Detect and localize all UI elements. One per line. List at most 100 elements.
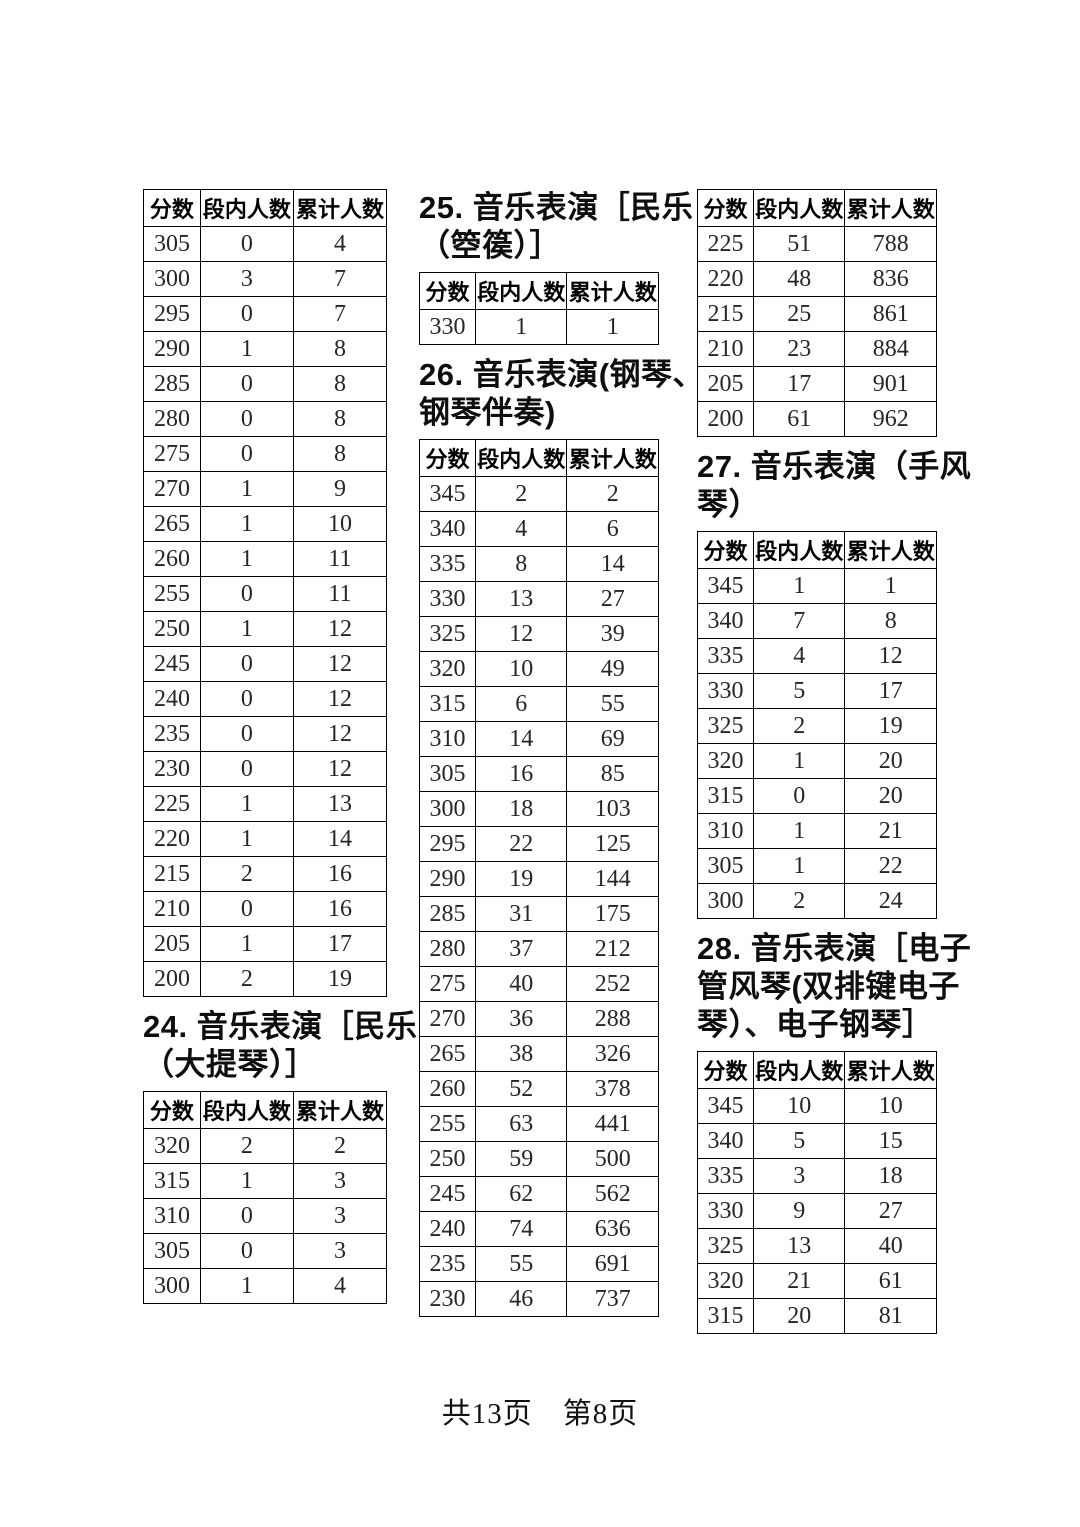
title-line: （箜篌）］ <box>419 228 561 263</box>
table-row: 330 13 27 <box>419 581 659 617</box>
table-row: 260 52 378 <box>419 1071 659 1107</box>
cell-score: 255 <box>143 576 201 612</box>
cell-cumulative-count: 4 <box>292 1268 388 1304</box>
cell-count-in-band: 23 <box>752 331 846 367</box>
cell-score: 310 <box>697 813 754 849</box>
cell-score: 230 <box>143 751 201 787</box>
cell-count-in-band: 7 <box>752 603 846 639</box>
cell-score: 250 <box>419 1141 476 1177</box>
cell-cumulative-count: 8 <box>292 436 388 472</box>
cell-cumulative-count: 252 <box>566 966 659 1002</box>
column-header: 分数 <box>419 439 476 477</box>
cell-cumulative-count: 3 <box>292 1233 388 1269</box>
cell-count-in-band: 2 <box>199 961 294 997</box>
cell-cumulative-count: 9 <box>292 471 388 507</box>
table-row: 280 37 212 <box>419 931 659 967</box>
cell-score: 270 <box>419 1001 476 1037</box>
cell-cumulative-count: 40 <box>844 1228 937 1264</box>
cell-score: 290 <box>143 331 201 367</box>
cell-score: 335 <box>419 546 476 582</box>
cell-count-in-band: 21 <box>752 1263 846 1299</box>
score-table-left-continued: 分数 段内人数 累计人数 305 0 4 300 3 7 295 0 7 290 1 8 285 0 8 280 0 8… <box>143 189 388 997</box>
cell-count-in-band: 2 <box>752 708 846 744</box>
cell-score: 320 <box>143 1128 201 1164</box>
table-row: 325 2 19 <box>697 708 937 744</box>
table-row: 275 0 8 <box>143 436 388 472</box>
cell-cumulative-count: 12 <box>292 751 388 787</box>
table-row: 200 2 19 <box>143 961 388 997</box>
cell-score: 210 <box>697 331 754 367</box>
table-row: 340 7 8 <box>697 603 937 639</box>
table-row: 305 0 3 <box>143 1233 388 1269</box>
cell-count-in-band: 4 <box>474 511 568 547</box>
cell-score: 325 <box>697 1228 754 1264</box>
cell-score: 280 <box>419 931 476 967</box>
cell-count-in-band: 10 <box>752 1088 846 1124</box>
cell-count-in-band: 3 <box>199 261 294 297</box>
cell-score: 335 <box>697 1158 754 1194</box>
cell-count-in-band: 5 <box>752 673 846 709</box>
cell-count-in-band: 2 <box>474 476 568 512</box>
cell-cumulative-count: 500 <box>566 1141 659 1177</box>
table-row: 265 1 10 <box>143 506 388 542</box>
cell-count-in-band: 0 <box>199 646 294 682</box>
column-right: 分数 段内人数 累计人数 225 51 788 220 48 836 215 25 861 210 23 8… <box>697 189 972 1334</box>
table-row: 220 48 836 <box>697 261 937 297</box>
title-line: 24. 音乐表演［民乐 <box>143 1009 418 1044</box>
cell-cumulative-count: 12 <box>292 611 388 647</box>
cell-cumulative-count: 836 <box>844 261 937 297</box>
table-row: 295 22 125 <box>419 826 659 862</box>
table-header-row: 分数 段内人数 累计人数 <box>143 189 388 227</box>
cell-count-in-band: 12 <box>474 616 568 652</box>
column-middle: 25. 音乐表演［民乐 （箜篌）］ 分数 段内人数 累计人数 330 1 1 26. 音乐表… <box>419 189 704 1317</box>
cell-score: 295 <box>419 826 476 862</box>
title-line: 28. 音乐表演［电子 <box>697 931 972 966</box>
cell-score: 270 <box>143 471 201 507</box>
cell-cumulative-count: 10 <box>292 506 388 542</box>
cell-score: 315 <box>143 1163 201 1199</box>
cell-score: 305 <box>143 1233 201 1269</box>
score-table-26-piano-continued: 分数 段内人数 累计人数 225 51 788 220 48 836 215 25 861 210 23 8… <box>697 189 937 437</box>
table-row: 295 0 7 <box>143 296 388 332</box>
column-header: 累计人数 <box>566 439 659 477</box>
section-title-24: 24. 音乐表演［民乐 （大提琴）］ <box>143 1008 418 1084</box>
cell-count-in-band: 0 <box>199 1198 294 1234</box>
table-row: 210 0 16 <box>143 891 388 927</box>
cell-count-in-band: 59 <box>474 1141 568 1177</box>
cell-score: 275 <box>419 966 476 1002</box>
table-row: 285 31 175 <box>419 896 659 932</box>
cell-cumulative-count: 16 <box>292 891 388 927</box>
cell-cumulative-count: 691 <box>566 1246 659 1282</box>
cell-cumulative-count: 8 <box>292 401 388 437</box>
table-row: 265 38 326 <box>419 1036 659 1072</box>
table-row: 250 59 500 <box>419 1141 659 1177</box>
table-row: 235 0 12 <box>143 716 388 752</box>
table-row: 270 36 288 <box>419 1001 659 1037</box>
cell-count-in-band: 0 <box>199 681 294 717</box>
table-row: 300 18 103 <box>419 791 659 827</box>
table-row: 345 10 10 <box>697 1088 937 1124</box>
column-header: 累计人数 <box>566 272 659 310</box>
score-table-24-cello: 分数 段内人数 累计人数 320 2 2 315 1 3 310 0 3 305 0 3 300 1 4 <box>143 1091 388 1304</box>
section-title-26: 26. 音乐表演(钢琴、 钢琴伴奏) <box>419 356 704 432</box>
cell-score: 325 <box>697 708 754 744</box>
cell-score: 285 <box>143 366 201 402</box>
table-row: 290 19 144 <box>419 861 659 897</box>
title-line: 管风琴(双排键电子 <box>697 969 960 1004</box>
cell-cumulative-count: 901 <box>844 366 937 402</box>
cell-cumulative-count: 737 <box>566 1281 659 1317</box>
column-header: 累计人数 <box>844 531 937 569</box>
column-header: 分数 <box>143 1091 201 1129</box>
cell-score: 265 <box>419 1036 476 1072</box>
cell-score: 325 <box>419 616 476 652</box>
cell-cumulative-count: 21 <box>844 813 937 849</box>
table-row: 220 1 14 <box>143 821 388 857</box>
cell-count-in-band: 9 <box>752 1193 846 1229</box>
cell-cumulative-count: 11 <box>292 541 388 577</box>
table-row: 310 0 3 <box>143 1198 388 1234</box>
table-row: 330 9 27 <box>697 1193 937 1229</box>
table-row: 315 6 55 <box>419 686 659 722</box>
cell-count-in-band: 2 <box>199 1128 294 1164</box>
column-header: 段内人数 <box>474 439 568 477</box>
table-row: 230 0 12 <box>143 751 388 787</box>
